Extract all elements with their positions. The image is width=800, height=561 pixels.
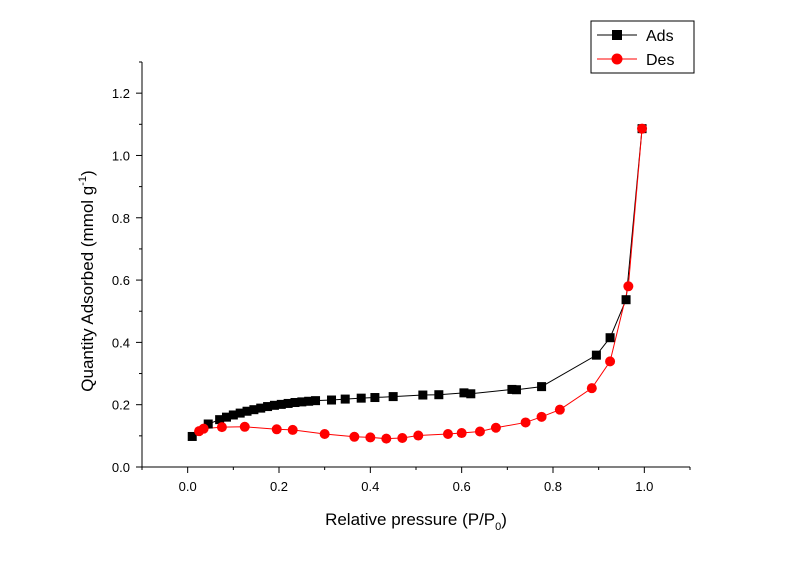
data-point-des [287,424,298,435]
data-point-ads [605,333,615,343]
data-point-ads [537,382,547,392]
data-point-ads [591,350,601,360]
y-tick-label: 1.0 [112,148,130,163]
data-point-ads [235,408,245,418]
legend-ads-label: Ads [646,28,674,45]
x-ticks: 0.0 0.2 0.4 0.6 0.8 1.0 [141,467,691,494]
data-point-ads [263,402,273,412]
data-point-ads [356,393,366,403]
x-tick-label: 1.0 [635,479,653,494]
data-point-ads [221,412,231,422]
data-point-ads [507,384,517,394]
data-point-des [456,428,467,439]
data-point-des [586,383,597,394]
data-point-des [554,404,565,415]
data-point-ads [228,410,238,420]
data-point-des [605,356,616,367]
data-point-ads [621,295,631,305]
x-axis-title-subscript: 0 [495,521,501,533]
data-point-ads [215,415,225,425]
data-point-des [397,433,408,444]
x-tick-label: 0.4 [361,479,379,494]
y-tick-label: 1.2 [112,86,130,101]
x-axis-title: Relative pressure (P/P0) [325,510,507,533]
y-axis-title-superscript: -1 [77,176,89,186]
data-point-des [490,422,501,433]
data-point-des [194,426,205,437]
y-tick-label: 0.2 [112,398,130,413]
data-point-ads [511,385,521,395]
series-layer [187,123,648,444]
data-point-ads [297,397,307,407]
x-tick-label: 0.0 [179,479,197,494]
data-point-ads [434,390,444,400]
legend-box [590,20,695,74]
data-point-des [623,281,634,292]
data-point-ads [203,419,213,429]
data-point-des [413,430,424,441]
x-tick-label: 0.8 [544,479,562,494]
data-point-des [536,411,547,422]
legend-ads-marker [612,30,622,40]
data-point-ads [459,388,469,398]
data-point-ads [388,392,398,402]
y-tick-label: 0.8 [112,211,130,226]
y-ticks: 0.0 0.2 0.4 0.6 0.8 1.0 1.2 [112,61,142,475]
x-tick-label: 0.2 [270,479,288,494]
data-point-des [319,428,330,439]
data-point-ads [327,395,337,405]
y-tick-label: 0.6 [112,273,130,288]
data-point-des [442,428,453,439]
y-axis-title-end: ) [78,170,97,176]
data-point-ads [283,398,293,408]
legend-des-marker [611,53,623,65]
data-point-des [271,424,282,435]
legend: Ads Des [590,20,695,74]
data-point-ads [340,394,350,404]
data-point-ads [256,403,266,413]
data-point-ads [466,389,476,399]
data-point-des [381,433,392,444]
data-point-ads [311,396,321,406]
data-point-ads [187,431,197,441]
data-point-des [349,431,360,442]
y-tick-label: 0.0 [112,460,130,475]
data-point-ads [370,393,380,403]
data-point-ads [290,398,300,408]
data-point-ads [276,399,286,409]
x-axis-title-end: ) [501,510,507,529]
legend-des-label: Des [646,52,674,69]
y-axis-title: Quantity Adsorbed (mmol g-1) [77,170,97,391]
data-point-des [637,123,648,134]
data-point-des [520,417,531,428]
data-point-ads [269,400,279,410]
data-point-ads [418,390,428,400]
series-line-ads [191,128,643,437]
x-tick-label: 0.6 [453,479,471,494]
data-point-ads [304,396,314,406]
data-point-des [474,426,485,437]
data-point-ads [242,406,252,416]
data-point-ads [249,405,259,415]
data-point-des [216,422,227,433]
data-point-des [239,421,250,432]
y-tick-label: 0.4 [112,335,130,350]
data-point-des [365,432,376,443]
